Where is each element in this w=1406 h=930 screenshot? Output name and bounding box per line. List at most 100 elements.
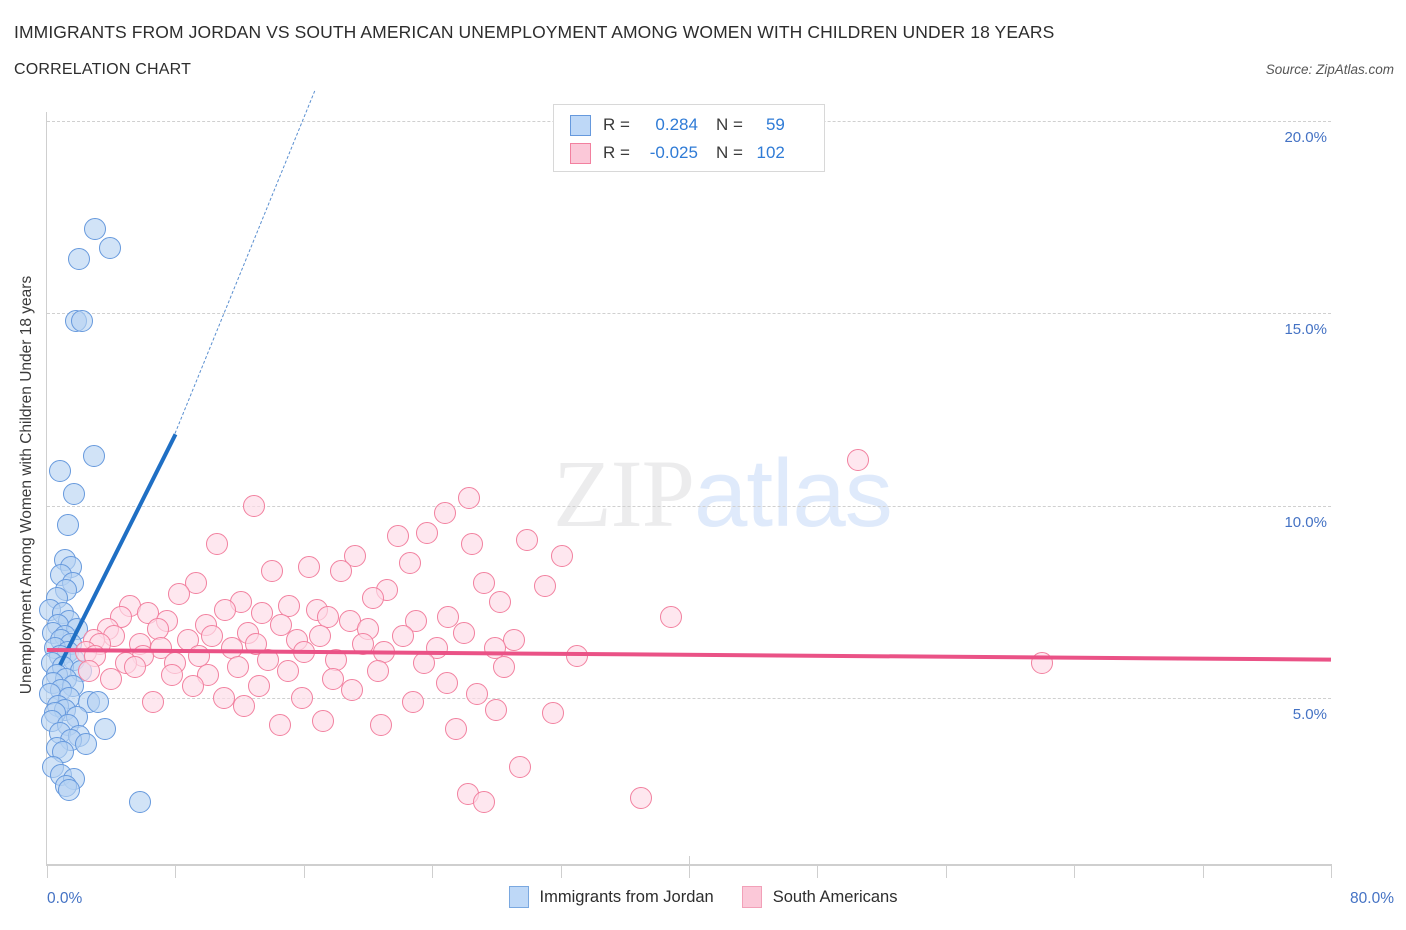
scatter-point-pink[interactable] <box>509 756 532 779</box>
scatter-point-blue[interactable] <box>58 779 81 802</box>
stats-legend-row-pink: R = -0.025 N = 102 <box>570 139 785 167</box>
scatter-point-pink[interactable] <box>182 675 205 698</box>
scatter-point-blue[interactable] <box>56 513 79 536</box>
scatter-point-pink[interactable] <box>212 687 235 709</box>
scatter-point-blue[interactable] <box>48 460 71 483</box>
scatter-point-pink[interactable] <box>458 486 481 509</box>
scatter-point-pink[interactable] <box>392 625 415 648</box>
scatter-point-pink[interactable] <box>329 560 352 583</box>
scatter-point-blue[interactable] <box>98 236 121 259</box>
scatter-point-pink[interactable] <box>260 560 283 583</box>
scatter-point-pink[interactable] <box>434 502 457 525</box>
x-axis-tick <box>47 864 48 878</box>
scatter-point-pink[interactable] <box>413 652 436 675</box>
scatter-point-pink[interactable] <box>244 633 267 656</box>
scatter-point-pink[interactable] <box>401 690 424 713</box>
scatter-point-pink[interactable] <box>472 790 495 813</box>
scatter-point-pink[interactable] <box>472 571 495 594</box>
scatter-point-pink[interactable] <box>466 683 489 706</box>
scatter-point-pink[interactable] <box>416 521 439 544</box>
scatter-point-pink[interactable] <box>201 625 224 648</box>
scatter-point-pink[interactable] <box>398 552 421 575</box>
chart-subtitle: CORRELATION CHART <box>14 61 192 78</box>
legend-swatch-pink <box>570 142 591 164</box>
x-axis-tick <box>1202 864 1204 878</box>
scatter-point-pink[interactable] <box>268 713 291 736</box>
scatter-point-blue[interactable] <box>87 690 110 713</box>
scatter-point-pink[interactable] <box>292 640 315 663</box>
scatter-point-pink[interactable] <box>340 679 363 702</box>
scatter-point-pink[interactable] <box>485 698 508 721</box>
scatter-point-pink[interactable] <box>551 544 574 567</box>
y-axis-title-text: Unemployment Among Women with Children U… <box>18 275 35 695</box>
scatter-point-pink[interactable] <box>493 656 516 679</box>
series-legend: Immigrants from Jordan South Americans <box>0 886 1406 908</box>
scatter-point-blue[interactable] <box>82 444 105 467</box>
x-axis-tick <box>175 864 177 878</box>
scatter-point-pink[interactable] <box>344 544 367 567</box>
scatter-point-pink[interactable] <box>297 556 320 579</box>
scatter-point-pink[interactable] <box>291 687 314 709</box>
scatter-point-blue[interactable] <box>68 248 91 271</box>
scatter-point-pink[interactable] <box>243 494 266 517</box>
scatter-point-pink[interactable] <box>276 660 299 683</box>
scatter-point-pink[interactable] <box>366 660 389 683</box>
n-value-blue: 59 <box>765 115 785 134</box>
scatter-point-pink[interactable] <box>312 710 335 733</box>
scatter-point-pink[interactable] <box>206 533 229 556</box>
scatter-point-pink[interactable] <box>541 702 564 725</box>
scatter-point-pink[interactable] <box>226 656 249 679</box>
scatter-point-pink[interactable] <box>515 529 538 552</box>
scatter-point-pink[interactable] <box>533 575 556 598</box>
scatter-point-pink[interactable] <box>141 690 164 713</box>
scatter-point-pink[interactable] <box>488 590 511 613</box>
scatter-point-pink[interactable] <box>629 787 652 809</box>
watermark-zip: ZIP <box>553 440 695 547</box>
scatter-point-pink[interactable] <box>185 571 208 594</box>
scatter-point-pink[interactable] <box>100 667 123 690</box>
scatter-point-pink[interactable] <box>161 663 184 686</box>
legend-item-jordan[interactable]: Immigrants from Jordan <box>508 886 714 908</box>
scatter-point-pink[interactable] <box>437 606 460 629</box>
scatter-point-pink[interactable] <box>233 694 256 717</box>
scatter-point-pink[interactable] <box>77 660 100 683</box>
scatter-point-pink[interactable] <box>846 448 869 471</box>
scatter-point-pink[interactable] <box>445 717 468 740</box>
scatter-point-pink[interactable] <box>405 610 428 633</box>
y-axis-tick-label: 20.0% <box>1284 129 1327 146</box>
scatter-point-blue[interactable] <box>84 217 107 240</box>
scatter-point-pink[interactable] <box>308 625 331 648</box>
scatter-point-pink[interactable] <box>387 525 410 548</box>
n-label-pink: N = <box>715 143 743 162</box>
scatter-point-pink[interactable] <box>251 602 274 625</box>
scatter-point-pink[interactable] <box>352 633 375 656</box>
scatter-point-pink[interactable] <box>435 671 458 694</box>
scatter-point-pink[interactable] <box>1031 652 1054 675</box>
scatter-point-pink[interactable] <box>483 636 506 659</box>
scatter-point-pink[interactable] <box>270 613 293 636</box>
scatter-point-blue[interactable] <box>93 717 116 740</box>
scatter-point-pink[interactable] <box>321 667 344 690</box>
scatter-point-blue[interactable] <box>74 733 97 756</box>
scatter-point-pink[interactable] <box>565 644 588 667</box>
scatter-point-pink[interactable] <box>247 675 270 698</box>
scatter-point-pink[interactable] <box>660 606 683 629</box>
scatter-point-pink[interactable] <box>167 583 190 606</box>
scatter-point-blue[interactable] <box>63 483 86 506</box>
scatter-point-pink[interactable] <box>278 594 301 617</box>
scatter-point-pink[interactable] <box>124 656 147 679</box>
gridline <box>47 313 1331 315</box>
scatter-point-pink[interactable] <box>503 629 526 652</box>
scatter-point-pink[interactable] <box>257 648 280 671</box>
scatter-point-pink[interactable] <box>361 586 384 609</box>
scatter-point-pink[interactable] <box>461 533 484 556</box>
scatter-point-pink[interactable] <box>369 713 392 736</box>
x-axis-tick <box>560 864 562 878</box>
legend-item-south-americans[interactable]: South Americans <box>741 886 897 908</box>
scatter-point-pink[interactable] <box>453 621 476 644</box>
scatter-point-blue[interactable] <box>71 310 94 333</box>
scatter-point-blue[interactable] <box>129 790 152 813</box>
scatter-point-pink[interactable] <box>426 636 448 659</box>
scatter-point-pink[interactable] <box>214 598 237 621</box>
